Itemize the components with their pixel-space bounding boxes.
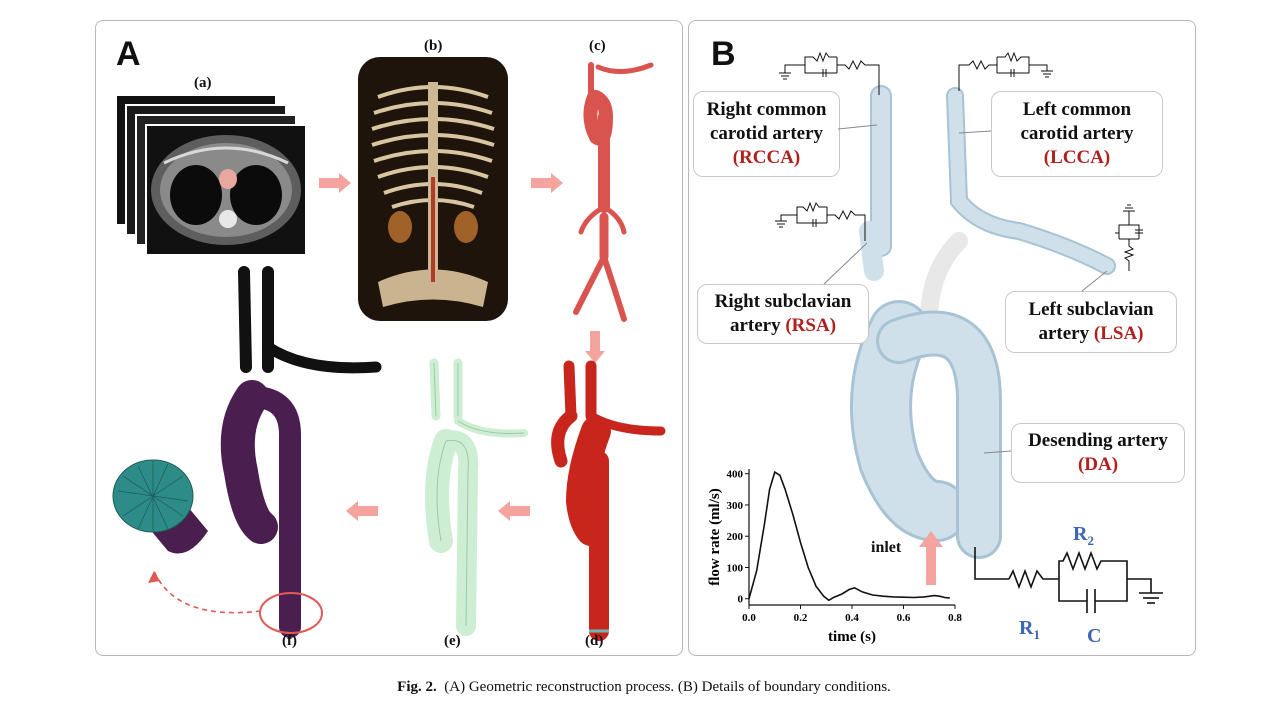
panel-a-letter: A	[116, 35, 141, 73]
caption-text: (A) Geometric reconstruction process. (B…	[444, 679, 891, 695]
arrow-b-to-c	[531, 173, 563, 193]
label-r2: R2	[1073, 523, 1094, 549]
c-letter: C	[1087, 625, 1102, 647]
callout-lcca: Left common carotid artery (LCCA)	[991, 91, 1163, 177]
rsa-rc-circuit	[775, 201, 866, 241]
mesh-cylinder-zoom	[112, 459, 208, 554]
lsa-line-1: Left subclavian	[1028, 299, 1154, 320]
y-axis-label: flow rate (ml/s)	[707, 488, 723, 585]
lsa-rc-circuit	[1115, 204, 1143, 271]
label-c: C	[1087, 625, 1101, 648]
arrow-a-to-b	[319, 173, 351, 193]
rcca-abbr: (RCCA)	[732, 147, 801, 168]
inlet-label: inlet	[871, 539, 902, 556]
label-b: (b)	[424, 38, 443, 54]
lcca-rc-circuit	[958, 51, 1053, 91]
lcca-abbr: (LCCA)	[1043, 147, 1111, 168]
lcca-line-1: Left common	[1022, 99, 1132, 120]
flow-rate-chart: 0 100 200 300 400 0.0 0.2 0.4 0.6 0.8 time (s) flow…	[707, 469, 962, 645]
x-axis-label: time (s)	[828, 629, 876, 645]
da-line-1: Desending artery	[1028, 430, 1168, 451]
y-tick-label: 400	[727, 469, 744, 481]
y-tick-label: 100	[727, 562, 744, 574]
lsa-abbr: (LSA)	[1093, 323, 1144, 344]
r1-letter: R	[1019, 617, 1034, 639]
label-r1: R1	[1019, 617, 1040, 643]
arrow-c-to-d	[585, 331, 605, 363]
x-tick-label: 0.8	[948, 612, 962, 624]
lsa-name: artery	[1038, 323, 1090, 344]
rcca-line-2: carotid artery	[709, 123, 824, 144]
callout-rsa: Right subclavian artery (RSA)	[697, 284, 869, 344]
panel-b: B Right common carotid artery (RCCA) Lef…	[688, 20, 1196, 656]
y-tick-label: 300	[727, 500, 744, 512]
caption-label: Fig. 2.	[397, 679, 437, 695]
r2-letter: R	[1073, 523, 1088, 545]
figure-caption: Fig. 2. (A) Geometric reconstruction pro…	[0, 679, 1288, 696]
rsa-abbr: (RSA)	[785, 315, 837, 336]
arrow-e-to-f	[346, 501, 378, 521]
arrow-d-to-e	[498, 501, 530, 521]
flow-rate-series-line	[748, 470, 950, 602]
vessel-model-e	[425, 358, 528, 636]
y-tick-label: 200	[727, 531, 744, 543]
r1-sub: 1	[1033, 627, 1040, 642]
rsa-name: artery	[729, 315, 781, 336]
aorta-model	[850, 85, 1116, 559]
y-tick-label: 0	[738, 594, 744, 606]
zoom-dashed-arrow	[148, 570, 262, 614]
r2-sub: 2	[1087, 533, 1094, 548]
lcca-line-2: carotid artery	[1020, 123, 1134, 144]
da-abbr: (DA)	[1077, 454, 1119, 475]
label-e: (e)	[444, 633, 461, 649]
lsa-line-2: artery (LSA)	[1006, 322, 1176, 346]
outlet-circle	[259, 592, 323, 634]
callout-lsa: Left subclavian artery (LSA)	[1005, 291, 1177, 353]
ct-3d-rendering	[358, 57, 508, 321]
x-tick-label: 0.2	[794, 612, 808, 624]
label-c: (c)	[589, 38, 606, 54]
callout-rcca: Right common carotid artery (RCCA)	[693, 91, 840, 177]
leader-lines	[823, 124, 1108, 454]
segmented-aorta-c	[573, 62, 654, 322]
panel-a: A (a) (b) (c)	[95, 20, 683, 656]
x-tick-label: 0.0	[742, 612, 756, 624]
rcca-line-1: Right common	[706, 99, 827, 120]
outlet-rcr-circuit	[974, 547, 1163, 613]
x-tick-label: 0.4	[845, 612, 859, 624]
label-a: (a)	[194, 75, 212, 91]
label-d: (d)	[585, 633, 604, 649]
ct-scan-stack	[115, 94, 307, 256]
x-tick-label: 0.6	[897, 612, 911, 624]
vessel-model-d	[551, 360, 666, 641]
inlet-arrow	[919, 531, 943, 585]
label-f: (f)	[282, 633, 297, 649]
rcca-rc-circuit	[779, 51, 880, 95]
vessel-model-f	[220, 266, 382, 638]
callout-da: Desending artery (DA)	[1011, 423, 1185, 483]
rsa-line-2: artery (RSA)	[698, 314, 868, 338]
rsa-line-1: Right subclavian	[714, 291, 852, 312]
panel-b-letter: B	[711, 35, 736, 73]
